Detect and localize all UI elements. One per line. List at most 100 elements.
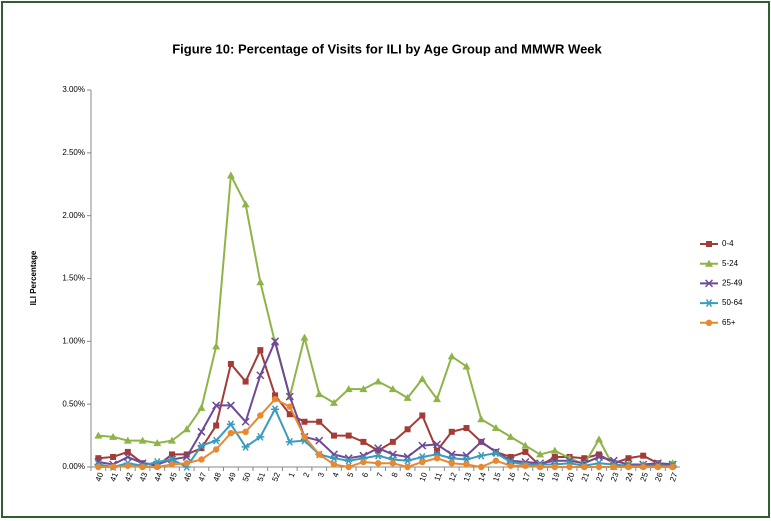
x-tick-label: 46 <box>182 471 194 483</box>
marker <box>329 454 338 463</box>
marker <box>285 437 294 446</box>
marker <box>669 463 676 471</box>
x-tick-label: 16 <box>506 471 518 483</box>
marker <box>403 456 412 465</box>
marker <box>640 452 647 459</box>
marker <box>212 436 221 445</box>
marker <box>257 347 264 354</box>
marker <box>183 460 190 467</box>
marker <box>477 451 486 460</box>
x-tick-label: 41 <box>108 471 120 483</box>
marker <box>241 200 250 208</box>
marker <box>272 392 279 399</box>
marker <box>271 395 279 403</box>
series-line <box>98 338 673 466</box>
marker <box>95 463 102 471</box>
marker <box>705 319 713 326</box>
x-tick-label: 22 <box>594 471 606 483</box>
marker <box>418 375 427 383</box>
marker <box>705 259 713 267</box>
x-tick-label: 5 <box>346 471 356 479</box>
x-tick-label: 13 <box>462 471 474 483</box>
marker <box>403 393 412 401</box>
x-tick-label: 17 <box>521 471 533 483</box>
x-tick-label: 43 <box>138 471 150 483</box>
marker <box>389 438 396 445</box>
x-tick-label: 1 <box>287 471 297 479</box>
legend-label: 0-4 <box>722 239 734 248</box>
marker <box>596 451 603 458</box>
chart-title: Figure 10: Percentage of Visits for ILI … <box>172 41 602 56</box>
y-tick-label: 3.00% <box>62 85 85 94</box>
marker <box>271 405 280 414</box>
marker <box>595 435 604 443</box>
series-line <box>98 397 673 469</box>
marker <box>212 401 221 410</box>
x-tick-label: 15 <box>491 471 503 483</box>
x-tick-label: 26 <box>653 471 665 483</box>
marker <box>639 463 647 471</box>
marker <box>286 403 293 410</box>
marker <box>226 401 235 410</box>
y-tick-label: 2.00% <box>62 211 85 220</box>
marker <box>625 463 632 471</box>
marker <box>315 436 324 445</box>
marker <box>360 438 367 445</box>
x-tick-label: 51 <box>256 471 268 483</box>
marker <box>124 462 132 469</box>
marker <box>168 451 175 458</box>
marker <box>183 451 190 458</box>
marker <box>301 433 308 441</box>
marker <box>433 455 441 462</box>
marker <box>522 462 529 469</box>
marker <box>182 425 191 433</box>
marker <box>226 420 235 429</box>
marker <box>256 432 265 441</box>
marker <box>625 455 632 462</box>
marker <box>123 436 132 444</box>
marker <box>374 451 383 460</box>
marker <box>478 463 485 471</box>
marker <box>374 460 382 467</box>
marker <box>404 426 411 433</box>
marker <box>595 463 603 471</box>
x-tick-label: 8 <box>390 471 400 479</box>
marker <box>359 385 368 393</box>
marker <box>536 450 545 458</box>
marker <box>705 299 713 308</box>
marker <box>374 444 383 453</box>
marker <box>271 337 280 346</box>
y-tick-label: 0.50% <box>62 399 85 408</box>
x-tick-label: 45 <box>167 471 179 483</box>
marker <box>316 451 323 458</box>
marker <box>419 412 426 419</box>
marker <box>123 452 132 461</box>
marker <box>360 458 367 466</box>
marker <box>447 352 456 360</box>
y-tick-label: 0.00% <box>62 462 85 471</box>
marker <box>388 385 397 393</box>
y-tick-label: 1.50% <box>62 274 85 283</box>
legend-label: 25-49 <box>722 279 743 288</box>
marker <box>330 432 337 439</box>
marker <box>375 447 382 454</box>
marker <box>154 463 161 471</box>
marker <box>389 460 397 467</box>
marker <box>330 461 338 468</box>
marker <box>212 342 221 350</box>
marker <box>448 460 455 467</box>
marker <box>168 461 176 468</box>
marker <box>198 456 205 463</box>
marker <box>227 429 235 437</box>
marker <box>256 278 265 286</box>
marker <box>138 436 147 444</box>
marker <box>242 378 249 385</box>
marker <box>491 424 500 432</box>
x-tick-label: 44 <box>153 471 165 483</box>
x-tick-label: 23 <box>609 471 621 483</box>
marker <box>551 453 558 460</box>
marker <box>109 463 117 471</box>
marker <box>197 427 206 436</box>
marker <box>197 403 206 411</box>
marker <box>315 390 324 398</box>
